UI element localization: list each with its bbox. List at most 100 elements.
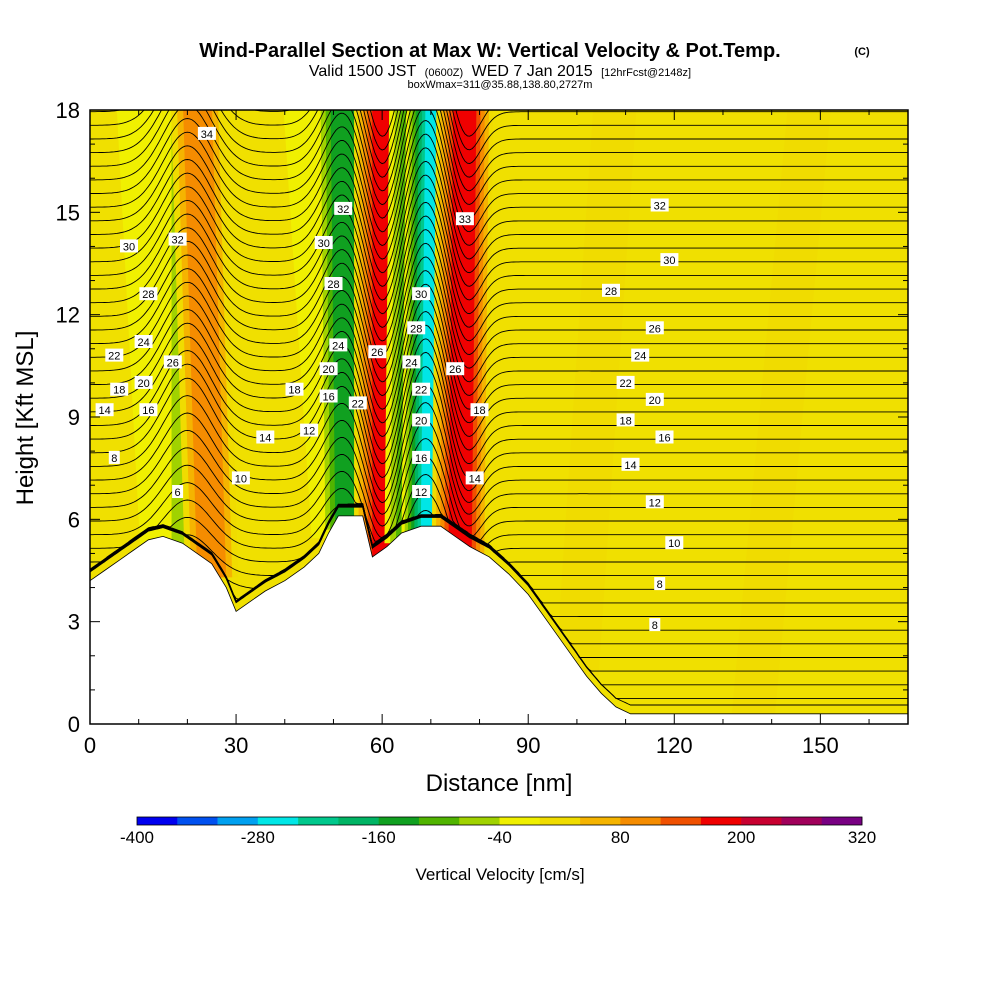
contour-label-7: 20 [134, 375, 153, 390]
contour-label-text: 12 [415, 487, 427, 499]
contour-label-11: 8 [108, 450, 120, 465]
contour-label-text: 8 [652, 620, 658, 632]
colorbar-swatch [459, 817, 500, 825]
y-tick-label: 3 [68, 610, 80, 635]
contour-label-text: 20 [137, 378, 149, 390]
isentrope-32 [90, 188, 908, 315]
isentrope-34 [90, 160, 908, 287]
y-tick-label: 18 [56, 98, 80, 123]
colorbar-tick-label: 200 [727, 828, 755, 847]
contour-label-text: 22 [108, 351, 120, 363]
colorbar-swatch [338, 817, 379, 825]
isentrope-37 [90, 120, 908, 246]
contour-label-text: 24 [634, 351, 646, 363]
contour-label-box [139, 403, 158, 417]
contour-label-33: 26 [446, 362, 465, 376]
contour-label-text: 14 [624, 460, 636, 472]
contour-label-text: 28 [605, 286, 617, 298]
contour-label-32: 33 [455, 212, 474, 226]
contour-label-40: 24 [631, 348, 650, 363]
y-axis: 0 3 6 9 12 15 18 [56, 98, 908, 737]
contour-label-text: 16 [322, 392, 334, 404]
colorbar-label: Vertical Velocity [cm/s] [415, 865, 584, 884]
contour-label-18: 20 [319, 362, 338, 376]
contour-label-box [300, 423, 319, 437]
contour-label-6: 26 [163, 355, 182, 369]
contour-label-box [455, 212, 474, 226]
contour-label-22: 32 [334, 201, 353, 216]
contour-label-box [650, 198, 669, 212]
contour-label-box [645, 321, 664, 335]
contour-label-text: 18 [113, 385, 125, 397]
contour-label-23: 22 [348, 396, 367, 410]
contour-label-38: 28 [602, 283, 620, 298]
contour-label-box [329, 338, 348, 352]
contour-label-text: 12 [649, 497, 661, 509]
contour-label-35: 14 [465, 471, 484, 485]
contour-label-text: 20 [322, 364, 334, 376]
contour-label-text: 22 [619, 378, 631, 390]
isentrope-24 [90, 297, 908, 424]
colorbar-tick-label: 80 [611, 828, 630, 847]
chart-subtitle: Valid 1500 JST (0600Z) WED 7 Jan 2015 [1… [309, 63, 691, 80]
x-tick-label: 90 [516, 733, 540, 758]
contour-label-text: 33 [459, 214, 471, 226]
isentrope-18 [90, 384, 908, 504]
colorbar-swatch [177, 817, 218, 825]
contour-label-box [256, 430, 275, 444]
contour-label-43: 18 [616, 413, 635, 427]
contour-label-box [105, 348, 124, 362]
colorbar-tick-label: -400 [120, 828, 154, 847]
isentrope-17 [90, 402, 908, 515]
contour-label-text: 24 [405, 357, 417, 369]
contour-label-16: 18 [285, 382, 304, 397]
isentrope-36 [90, 133, 908, 260]
isentrope-33 [90, 174, 908, 301]
contour-label-15: 12 [300, 423, 319, 438]
contour-label-36: 32 [650, 198, 669, 213]
contour-label-box [465, 471, 484, 485]
contour-label-box [134, 375, 153, 389]
contour-label-44: 16 [655, 430, 674, 445]
contour-label-box [134, 335, 153, 348]
isentrope-12 [90, 492, 908, 554]
contour-label-text: 26 [167, 357, 179, 369]
contour-label-24: 26 [368, 345, 387, 359]
isentrope-39 [90, 110, 908, 219]
isentrope-14 [90, 456, 908, 542]
y-tick-label: 6 [68, 507, 80, 532]
contour-label-text: 12 [303, 426, 315, 438]
contour-label-text: 24 [137, 337, 149, 349]
contour-label-text: 24 [332, 340, 344, 352]
contour-label-text: 30 [415, 289, 427, 301]
contour-label-text: 32 [654, 201, 666, 213]
colorbar-swatch [418, 817, 460, 825]
contour-label-21: 30 [314, 236, 333, 250]
contour-label-39: 26 [645, 321, 664, 335]
isentrope-15 [90, 438, 908, 539]
contour-label-text: 26 [371, 347, 383, 359]
isentrope-13 [90, 474, 908, 550]
isentrope-11 [90, 503, 908, 563]
contour-label-17: 16 [319, 389, 338, 404]
contour-label-text: 30 [123, 241, 135, 253]
pot-temp-contour-labels: 34 30 32 28 24 22 26 20 18 16 14 8 6 10 14 12 18 16 20 24 28… [95, 126, 684, 632]
contour-label-text: 28 [410, 323, 422, 335]
contour-label-12: 6 [172, 485, 184, 499]
colorbar-swatch [539, 817, 581, 825]
contour-label-45: 14 [621, 457, 640, 472]
colorbar-swatch [298, 817, 339, 825]
colorbar-swatch [580, 817, 621, 825]
colorbar-swatch [378, 817, 420, 825]
contour-label-box [645, 392, 664, 406]
contour-label-text: 14 [259, 433, 271, 445]
title-copyright-mark: (C) [854, 46, 870, 58]
contour-label-text: 14 [98, 405, 110, 417]
contour-label-box [95, 403, 114, 417]
x-tick-label: 60 [370, 733, 394, 758]
contour-label-8: 18 [110, 382, 129, 397]
contour-label-9: 16 [139, 403, 158, 417]
colorbar-swatch [217, 817, 259, 825]
contour-label-text: 26 [449, 364, 461, 376]
